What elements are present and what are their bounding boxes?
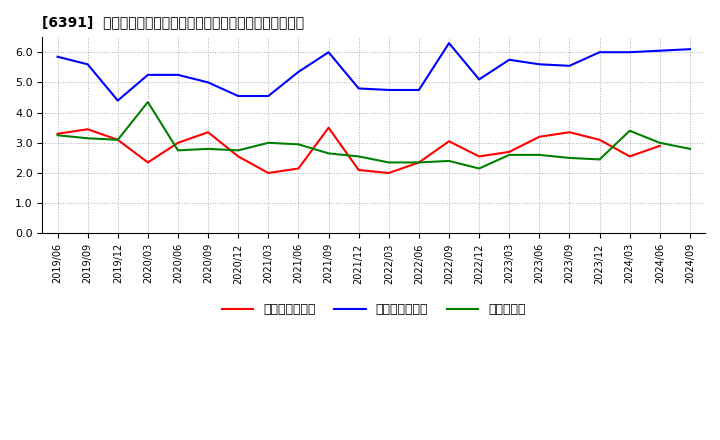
買入債務回転率 [626,50,634,55]
買入債務回転率 [204,80,212,85]
売上債権回転率 [53,131,62,136]
売上債権回転率 [264,170,273,176]
売上債権回転率 [324,125,333,130]
買入債務回転率 [595,50,604,55]
在庫回転率 [174,148,182,153]
買入債務回転率 [474,77,483,82]
在庫回転率 [415,160,423,165]
在庫回転率 [505,152,513,158]
在庫回転率 [143,99,152,105]
買入債務回転率 [505,57,513,62]
在庫回転率 [595,157,604,162]
買入債務回転率 [384,87,393,92]
買入債務回転率 [114,98,122,103]
買入債務回転率 [264,93,273,99]
買入債務回転率 [53,54,62,59]
在庫回転率 [204,146,212,151]
在庫回転率 [84,136,92,141]
売上債権回転率 [445,139,454,144]
Legend: 売上債権回転率, 買入債務回転率, 在庫回転率: 売上債権回転率, 買入債務回転率, 在庫回転率 [217,298,531,321]
売上債権回転率 [234,154,243,159]
Line: 在庫回転率: 在庫回転率 [58,102,690,169]
売上債権回転率 [204,130,212,135]
売上債権回転率 [84,127,92,132]
在庫回転率 [294,142,303,147]
買入債務回転率 [143,72,152,77]
在庫回転率 [114,137,122,143]
在庫回転率 [324,151,333,156]
売上債権回転率 [535,134,544,139]
在庫回転率 [354,154,363,159]
売上債権回転率 [655,143,664,148]
買入債務回転率 [324,50,333,55]
買入債務回転率 [294,69,303,74]
在庫回転率 [264,140,273,146]
Line: 買入債務回転率: 買入債務回転率 [58,43,690,100]
売上債権回転率 [354,167,363,172]
買入債務回転率 [565,63,574,69]
在庫回転率 [53,132,62,138]
在庫回転率 [565,155,574,161]
在庫回転率 [445,158,454,164]
売上債権回転率 [384,170,393,176]
買入債務回転率 [415,87,423,92]
買入債務回転率 [174,72,182,77]
売上債権回転率 [415,160,423,165]
売上債権回転率 [174,140,182,146]
Line: 売上債権回転率: 売上債権回転率 [58,128,660,173]
買入債務回転率 [445,40,454,46]
買入債務回転率 [354,86,363,91]
買入債務回転率 [655,48,664,53]
在庫回転率 [685,146,694,151]
売上債権回転率 [294,166,303,171]
買入債務回転率 [535,62,544,67]
在庫回転率 [626,128,634,133]
売上債権回転率 [505,149,513,154]
売上債権回転率 [565,130,574,135]
買入債務回転率 [234,93,243,99]
売上債権回転率 [474,154,483,159]
売上債権回転率 [114,137,122,143]
Text: [6391]  売上債権回転率、買入債務回転率、在庫回転率の推移: [6391] 売上債権回転率、買入債務回転率、在庫回転率の推移 [42,15,305,29]
売上債権回転率 [595,137,604,143]
在庫回転率 [655,140,664,146]
売上債権回転率 [143,160,152,165]
在庫回転率 [384,160,393,165]
在庫回転率 [474,166,483,171]
在庫回転率 [234,148,243,153]
買入債務回転率 [84,62,92,67]
在庫回転率 [535,152,544,158]
売上債権回転率 [626,154,634,159]
買入債務回転率 [685,47,694,52]
